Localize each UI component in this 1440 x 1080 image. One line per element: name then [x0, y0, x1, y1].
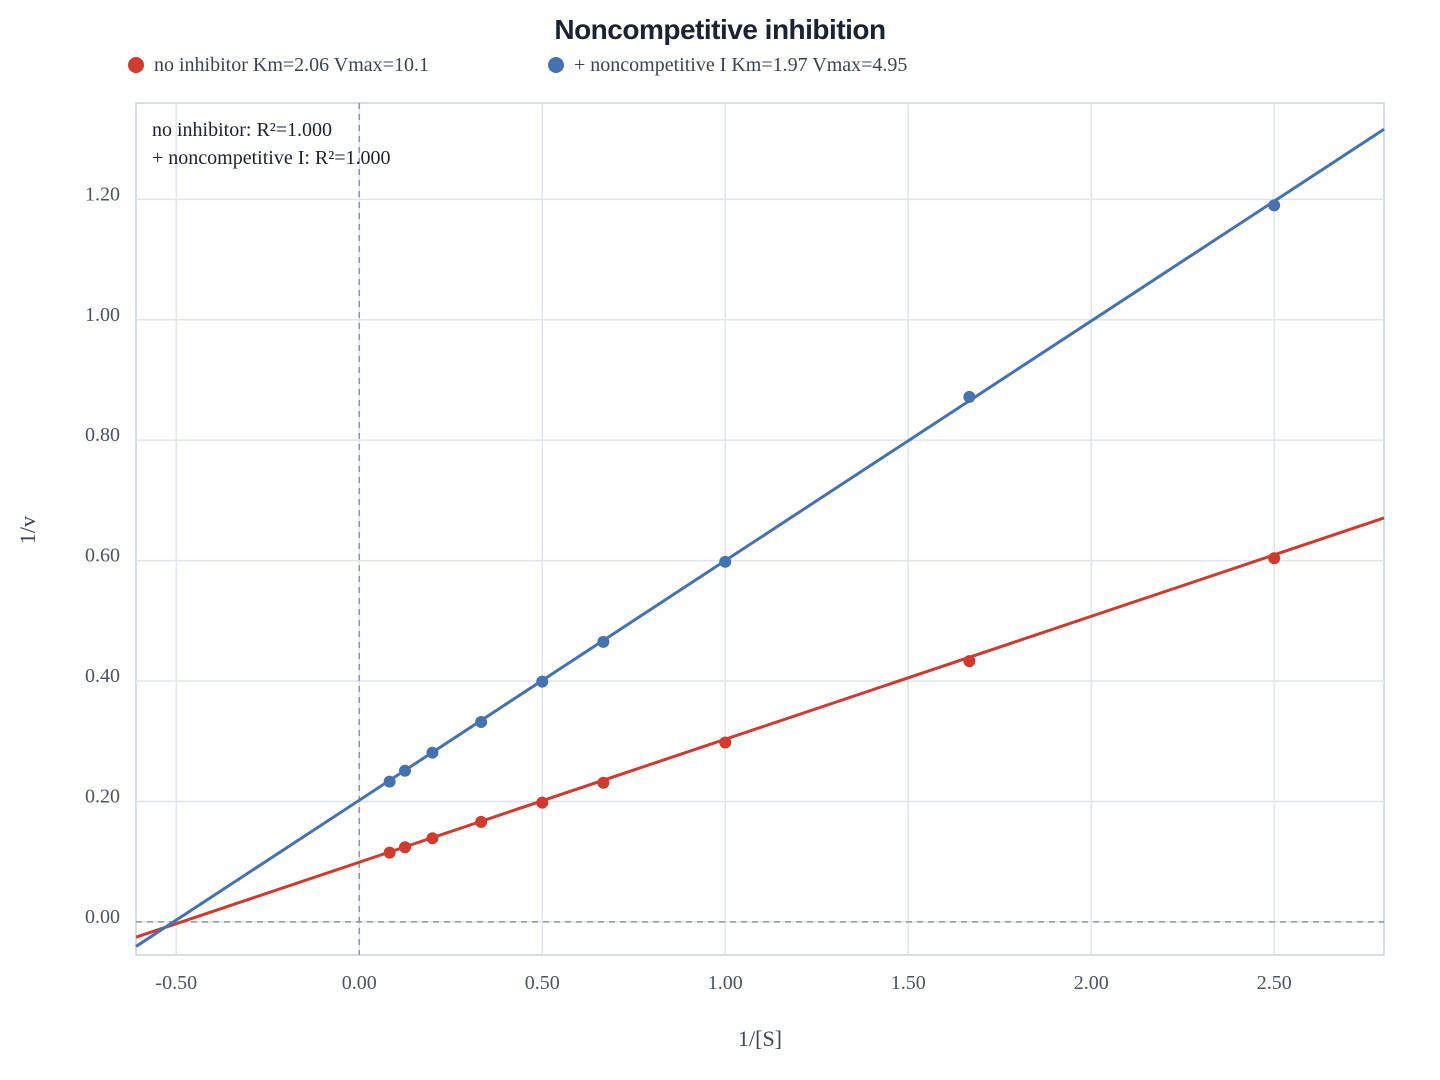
data-point-noncompetitive	[383, 775, 396, 788]
x-axis-ticks: -0.50 0.00 0.50 1.00 1.50 2.00 2.50	[155, 972, 1291, 994]
data-point-noncompetitive	[963, 390, 976, 403]
x-tick-label: -0.50	[155, 972, 197, 994]
data-point-noncompetitive	[719, 555, 732, 568]
data-point-noncompetitive	[398, 764, 411, 777]
fit-line-no-inhibitor	[135, 516, 1385, 939]
y-tick-label: 0.00	[85, 906, 120, 928]
data-points	[383, 199, 1281, 859]
data-point-noncompetitive	[475, 715, 488, 728]
data-point-no-inhibitor	[1268, 552, 1281, 565]
y-tick-label: 0.80	[85, 424, 120, 446]
legend-marker-no-inhibitor	[128, 57, 144, 73]
reference-lines	[136, 103, 1384, 955]
y-tick-label: 0.60	[85, 545, 120, 567]
fit-lines	[135, 127, 1385, 948]
data-point-no-inhibitor	[536, 796, 549, 809]
x-tick-label: 1.00	[708, 972, 743, 994]
data-point-no-inhibitor	[383, 846, 396, 859]
data-point-noncompetitive	[597, 635, 610, 648]
data-point-noncompetitive	[426, 746, 439, 759]
y-tick-label: 0.20	[85, 785, 120, 807]
annotation-noncompetitive-r2: + noncompetitive I: R²=1.000	[152, 147, 391, 169]
data-point-no-inhibitor	[597, 776, 610, 789]
y-tick-label: 1.00	[85, 304, 120, 326]
legend-item-no-inhibitor[interactable]: no inhibitor Km=2.06 Vmax=10.1	[128, 52, 429, 78]
data-point-no-inhibitor	[475, 815, 488, 828]
y-axis-ticks: 0.00 0.20 0.40 0.60 0.80 1.00 1.20	[85, 183, 120, 928]
data-point-no-inhibitor	[398, 841, 411, 854]
fit-line-noncompetitive	[135, 127, 1385, 948]
data-point-noncompetitive	[536, 675, 549, 688]
y-tick-label: 0.40	[85, 665, 120, 687]
x-tick-label: 0.50	[525, 972, 560, 994]
data-point-no-inhibitor	[719, 736, 732, 749]
legend-label-noncompetitive: + noncompetitive I Km=1.97 Vmax=4.95	[574, 53, 908, 76]
x-axis-title: 1/[S]	[738, 1026, 782, 1051]
x-tick-label: 0.00	[342, 972, 377, 994]
x-tick-label: 1.50	[891, 972, 926, 994]
legend-label-no-inhibitor: no inhibitor Km=2.06 Vmax=10.1	[154, 53, 429, 76]
legend-marker-noncompetitive	[548, 57, 564, 73]
legend-item-noncompetitive[interactable]: + noncompetitive I Km=1.97 Vmax=4.95	[548, 52, 907, 78]
y-axis-title: 1/v	[15, 515, 40, 545]
y-tick-label: 1.20	[85, 183, 120, 205]
chart-title: Noncompetitive inhibition	[554, 14, 886, 45]
data-point-noncompetitive	[1268, 199, 1281, 212]
x-tick-label: 2.50	[1257, 972, 1292, 994]
plot-background	[135, 102, 1385, 956]
data-point-no-inhibitor	[963, 655, 976, 668]
annotation-no-inhibitor-r2: no inhibitor: R²=1.000	[152, 119, 332, 141]
x-tick-label: 2.00	[1074, 972, 1109, 994]
data-point-no-inhibitor	[426, 832, 439, 845]
